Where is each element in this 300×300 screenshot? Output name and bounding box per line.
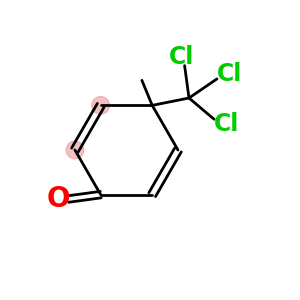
Text: O: O <box>47 185 70 213</box>
Circle shape <box>66 141 84 159</box>
Text: Cl: Cl <box>217 61 242 85</box>
Text: Cl: Cl <box>214 112 239 136</box>
Circle shape <box>92 97 110 114</box>
Text: Cl: Cl <box>169 45 194 69</box>
